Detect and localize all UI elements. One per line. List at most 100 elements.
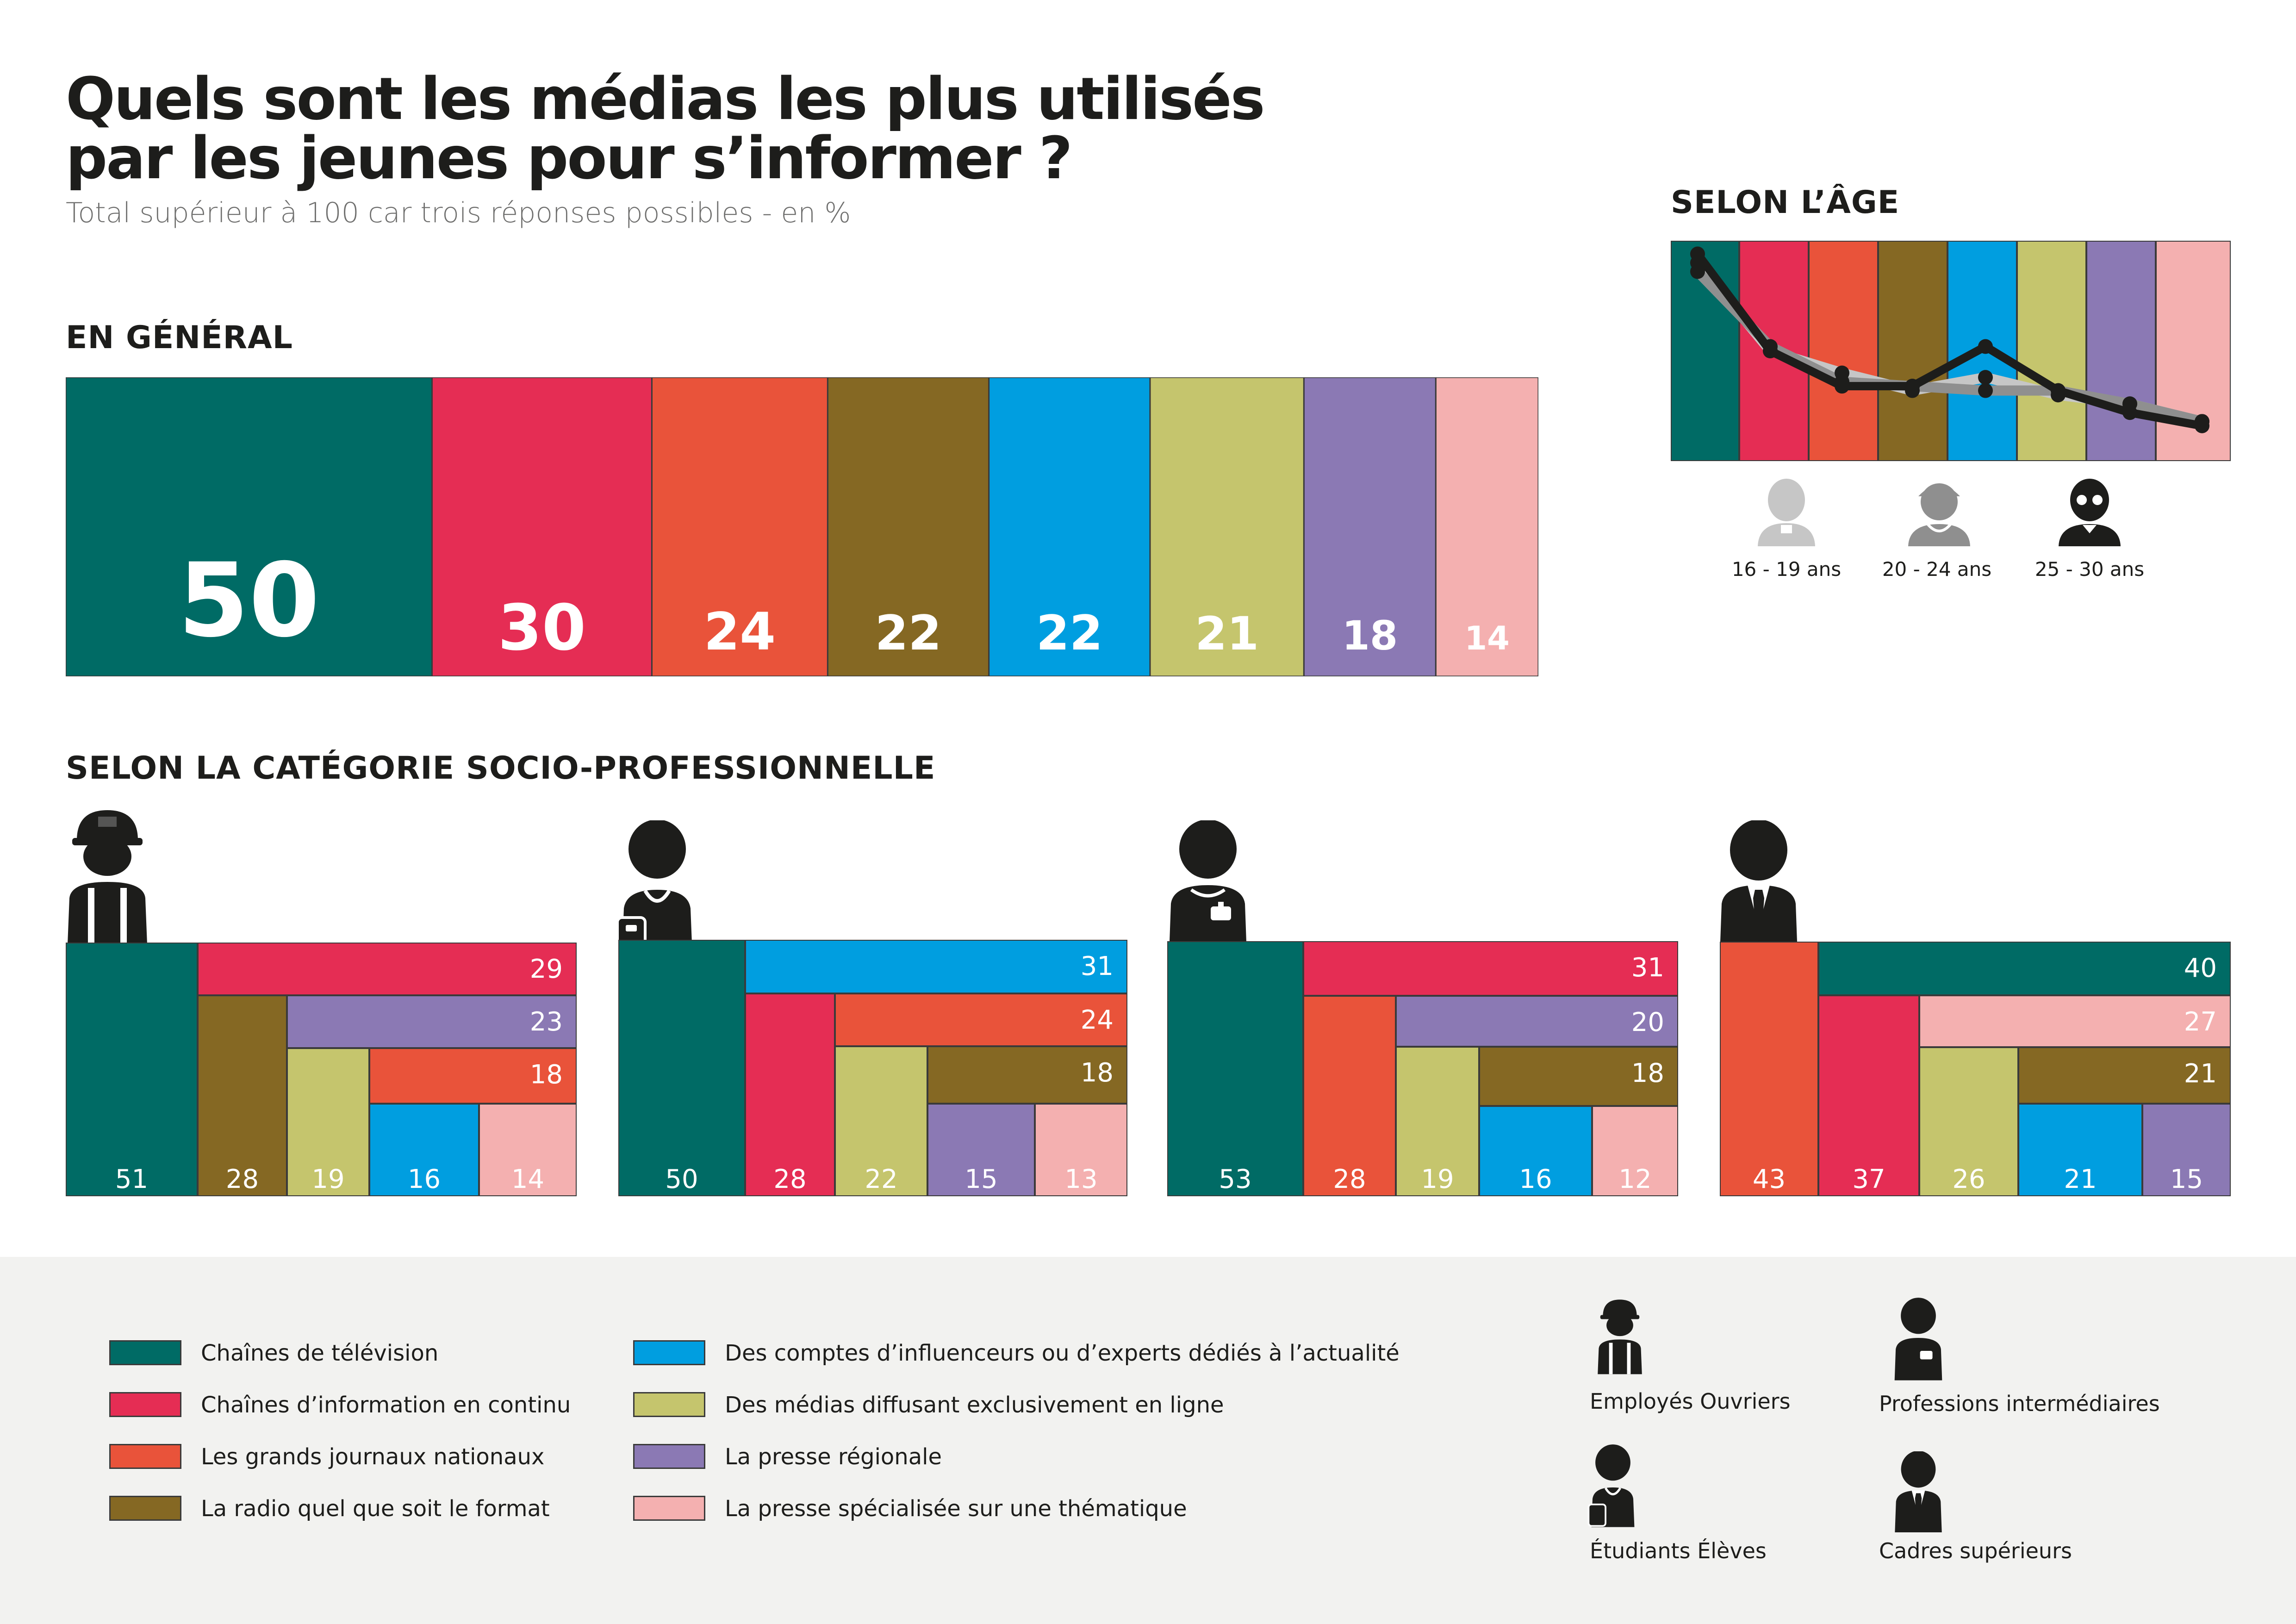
treemap-3-cell-journaux	[1720, 942, 1819, 1196]
title-line-2: par les jeunes pour s’informer ?	[66, 124, 1073, 192]
section-title-age: SELON L’ÂGE	[1671, 184, 1900, 221]
age-point-1-5	[1978, 370, 1993, 385]
treemap-1-label-journaux: 24	[1081, 1005, 1114, 1035]
age-line-chart	[1671, 241, 2231, 461]
legend-swatch-specialisee	[633, 1496, 705, 1521]
treemap-3-label-enligne: 26	[1952, 1164, 1985, 1194]
treemap-2-cell-regionale	[1395, 995, 1678, 1048]
treemap-0-cell-info	[197, 943, 577, 996]
treemap-0-label-info: 29	[530, 954, 563, 984]
treemap-1-label-specialisee: 13	[1064, 1164, 1097, 1194]
treemap-2-cell-radio	[1478, 1046, 1678, 1107]
treemap-3-label-influ: 21	[2064, 1164, 2097, 1194]
treemap-0-label-regionale: 23	[530, 1007, 563, 1037]
treemap-0-label-journaux: 18	[530, 1060, 563, 1090]
age-column-radio	[1877, 241, 1948, 461]
treemap-3-cell-radio	[2017, 1046, 2231, 1105]
legend-student-icon	[1587, 1444, 1635, 1527]
treemap-0-cell-specialisee	[478, 1103, 577, 1196]
treemap-0-cell-enligne	[286, 1047, 370, 1196]
treemap-1-label-enligne: 22	[865, 1164, 897, 1194]
treemap-0-label-specialisee: 14	[511, 1164, 544, 1194]
general-bar-info	[431, 377, 653, 676]
treemap-etudiants-eleves: 50 31 28 24 22 18 15 13	[618, 940, 1127, 1196]
page-subtitle: Total supérieur à 100 car trois réponses…	[66, 197, 851, 229]
treemap-2-cell-tv	[1167, 941, 1304, 1196]
general-bar-chart: 50 30 24 22 22 21 18 14	[66, 377, 1538, 676]
age-point-3-6	[2051, 383, 2066, 398]
treemap-1-cell-radio	[927, 1045, 1127, 1105]
treemap-3-label-journaux: 43	[1753, 1164, 1786, 1194]
page-title: Quels sont les médias les plus utilisés …	[66, 69, 1593, 188]
legend-employes-ouvriers: Employés Ouvriers	[1590, 1389, 1791, 1414]
age-column-regionale	[2085, 241, 2157, 461]
general-bar-tv	[66, 377, 433, 676]
treemap-2-cell-specialisee	[1591, 1105, 1678, 1196]
treemap-1-label-regionale: 15	[964, 1164, 997, 1194]
treemap-2-label-influ: 16	[1519, 1164, 1552, 1194]
general-bar-specialisee	[1435, 377, 1538, 676]
legend-intermediate-icon	[1894, 1298, 1942, 1380]
treemap-employes-ouvriers: 51 29 28 23 19 18 16 14	[66, 943, 577, 1196]
legend-label-radio: La radio quel que soit le format	[201, 1496, 550, 1522]
age-label-25-30: 25 - 30 ans	[2035, 558, 2145, 581]
general-bar-label-regionale: 18	[1342, 613, 1398, 659]
section-title-csp: SELON LA CATÉGORIE SOCIO-PROFESSIONNELLE	[66, 750, 936, 787]
treemap-3-cell-tv	[1817, 942, 2231, 996]
treemap-2-label-radio: 18	[1631, 1058, 1664, 1088]
treemap-1-cell-info	[744, 993, 836, 1196]
treemap-1-cell-influ	[744, 940, 1127, 994]
treemap-3-label-info: 37	[1852, 1164, 1885, 1194]
age-column-journaux	[1808, 241, 1879, 461]
legend-label-regionale: La presse régionale	[725, 1444, 942, 1470]
treemap-3-cell-influ	[2017, 1103, 2143, 1196]
treemap-1-label-influ: 31	[1081, 951, 1114, 981]
treemap-professions-intermediaires: 53 31 28 20 19 18 16 12	[1167, 941, 1678, 1196]
general-bar-label-radio: 22	[875, 606, 942, 661]
treemap-0-label-radio: 28	[226, 1164, 259, 1194]
age-point-2-1	[1690, 264, 1705, 279]
treemap-2-label-enligne: 19	[1421, 1164, 1454, 1194]
general-bar-influ	[988, 377, 1151, 676]
treemap-3-label-radio: 21	[2184, 1059, 2217, 1089]
treemap-2-label-regionale: 20	[1631, 1007, 1664, 1037]
treemap-0-label-enligne: 19	[311, 1164, 344, 1194]
treemap-cadres-superieurs: 43 40 37 27 26 21 21 15	[1720, 942, 2231, 1196]
treemap-2-cell-info	[1302, 941, 1678, 997]
legend-label-influ: Des comptes d’influenceurs ou d’experts …	[725, 1340, 1400, 1366]
legend-executive-icon	[1895, 1451, 1942, 1532]
general-bar-label-enligne: 21	[1195, 607, 1259, 661]
treemap-1-cell-specialisee	[1034, 1103, 1127, 1196]
age-label-20-24: 20 - 24 ans	[1882, 558, 1992, 581]
legend-swatch-tv	[109, 1340, 181, 1365]
treemap-1-cell-regionale	[927, 1103, 1036, 1196]
treemap-2-label-tv: 53	[1219, 1164, 1251, 1194]
title-line-1: Quels sont les médias les plus utilisés	[66, 65, 1265, 133]
treemap-2-label-info: 31	[1631, 953, 1664, 983]
person-25-30-icon	[2059, 479, 2121, 546]
general-bar-label-journaux: 24	[704, 602, 776, 662]
legend-swatch-journaux	[109, 1444, 181, 1469]
general-bar-label-specialisee: 14	[1464, 619, 1509, 657]
person-16-19-icon	[1758, 479, 1815, 546]
age-point-3-7	[2122, 405, 2137, 420]
legend-worker-icon	[1598, 1299, 1642, 1374]
executive-icon	[1720, 820, 1798, 955]
legend-swatch-radio	[109, 1496, 181, 1521]
treemap-0-cell-radio	[197, 994, 288, 1196]
treemap-2-cell-journaux	[1302, 995, 1397, 1196]
treemap-3-label-regionale: 15	[2170, 1164, 2203, 1194]
treemap-3-cell-info	[1817, 994, 1920, 1196]
treemap-2-label-journaux: 28	[1333, 1164, 1366, 1194]
legend-label-info: Chaînes d’information en continu	[201, 1392, 571, 1418]
legend-panel: Chaînes de télévision Chaînes d’informati…	[0, 1257, 2296, 1624]
legend-etudiants-eleves: Étudiants Élèves	[1590, 1538, 1767, 1563]
legend-swatch-regionale	[633, 1444, 705, 1469]
worker-helmet-icon	[68, 810, 147, 944]
treemap-2-label-specialisee: 12	[1618, 1164, 1651, 1194]
legend-swatch-enligne	[633, 1392, 705, 1417]
legend-professions-intermediaires: Professions intermédiaires	[1879, 1391, 2160, 1416]
general-bar-label-info: 30	[498, 591, 586, 665]
general-bar-label-influ: 22	[1036, 606, 1103, 661]
treemap-0-label-influ: 16	[408, 1164, 441, 1194]
